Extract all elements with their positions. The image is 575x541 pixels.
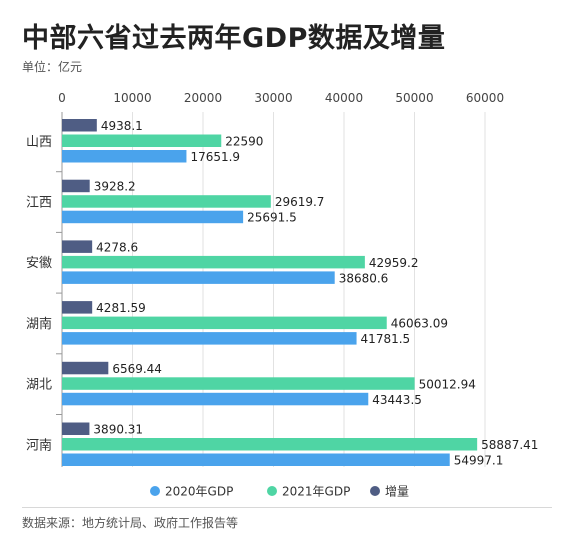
x-tick-label: 20000 — [184, 91, 222, 105]
bar — [62, 134, 222, 147]
bar — [62, 301, 93, 314]
category-label: 山西 — [26, 135, 52, 150]
bar — [62, 392, 369, 406]
category-label: 河南 — [26, 437, 52, 453]
footer-divider — [22, 507, 552, 508]
bar — [62, 332, 357, 345]
data-label: 58887.41 — [481, 438, 538, 452]
x-tick-label: 60000 — [466, 91, 504, 105]
data-label: 29619.7 — [275, 195, 325, 209]
data-label: 4281.59 — [96, 301, 146, 315]
x-tick-label: 0 — [58, 91, 66, 105]
data-source: 数据来源：地方统计局、政府工作报告等 — [22, 516, 239, 530]
legend-marker — [370, 486, 380, 496]
category-label: 湖南 — [26, 316, 52, 332]
x-tick-label: 50000 — [395, 91, 433, 105]
data-label: 43443.5 — [372, 393, 422, 407]
legend-label: 2020年GDP — [165, 485, 233, 499]
bar — [62, 195, 271, 208]
legend-label: 2021年GDP — [282, 485, 350, 499]
data-label: 42959.2 — [369, 256, 419, 270]
data-label: 25691.5 — [247, 211, 297, 225]
bar — [62, 453, 450, 466]
bar — [62, 316, 387, 330]
bar — [62, 255, 365, 269]
data-label: 4278.6 — [96, 240, 138, 254]
chart-title: 中部六省过去两年GDP数据及增量 — [22, 23, 446, 54]
bar — [62, 240, 93, 253]
data-label: 3890.31 — [93, 423, 143, 437]
bar — [62, 119, 97, 132]
data-label: 22590 — [225, 135, 263, 149]
bar — [62, 377, 415, 390]
x-tick-label: 40000 — [325, 91, 363, 105]
legend-marker — [150, 486, 160, 496]
data-label: 54997.1 — [454, 454, 504, 468]
legend-label: 增量 — [385, 485, 409, 499]
data-label: 46063.09 — [391, 317, 448, 331]
data-label: 38680.6 — [339, 271, 389, 285]
data-label: 6569.44 — [112, 362, 162, 376]
x-tick-label: 30000 — [254, 91, 292, 105]
category-label: 江西 — [26, 195, 52, 210]
unit-label: 单位：亿元 — [22, 60, 83, 74]
data-label: 4938.1 — [101, 119, 143, 133]
bar — [62, 150, 187, 163]
bar — [62, 438, 478, 451]
data-label: 41781.5 — [361, 332, 411, 346]
bar — [62, 271, 335, 284]
bar — [62, 210, 244, 224]
category-label: 湖北 — [26, 378, 52, 393]
bar — [62, 422, 90, 435]
data-label: 17651.9 — [190, 150, 240, 164]
category-label: 安徽 — [26, 256, 52, 271]
legend-marker — [267, 486, 277, 496]
bar — [62, 361, 109, 375]
x-tick-label: 10000 — [113, 91, 151, 105]
bar — [62, 179, 90, 193]
data-label: 3928.2 — [94, 180, 136, 194]
data-label: 50012.94 — [419, 377, 476, 391]
